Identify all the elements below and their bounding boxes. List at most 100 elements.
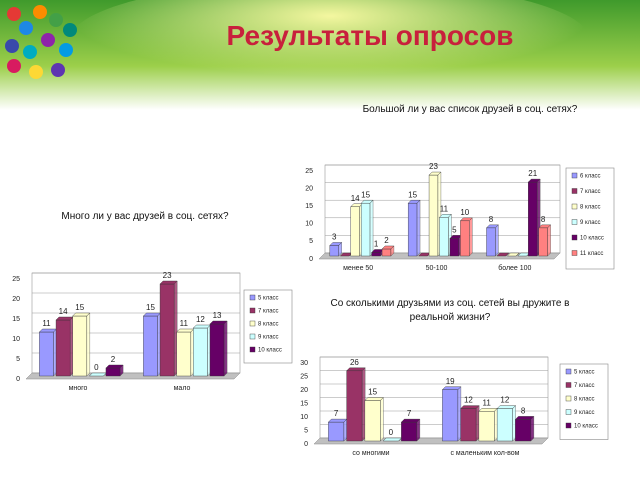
value-label: 15 bbox=[146, 303, 155, 312]
y-tick-label: 30 bbox=[300, 360, 308, 367]
bar-side bbox=[416, 199, 421, 257]
bar bbox=[329, 245, 339, 257]
bar bbox=[159, 283, 175, 377]
legend-label: 8 класс bbox=[580, 205, 601, 211]
value-label: 7 bbox=[407, 409, 412, 418]
x-tick-label: с маленьким кол-вом bbox=[450, 450, 519, 457]
value-label: 0 bbox=[94, 363, 99, 372]
bar bbox=[496, 408, 513, 442]
value-label: 13 bbox=[213, 311, 222, 320]
y-tick-label: 5 bbox=[309, 238, 313, 245]
bar bbox=[515, 419, 532, 442]
bar-side bbox=[469, 217, 473, 257]
legend-swatch bbox=[249, 320, 256, 327]
bar bbox=[193, 327, 208, 377]
bar bbox=[428, 174, 439, 257]
bar-side bbox=[119, 364, 124, 377]
value-label: 0 bbox=[389, 428, 394, 437]
value-label: 23 bbox=[163, 271, 172, 280]
value-label: 8 bbox=[521, 407, 526, 416]
legend-swatch bbox=[571, 203, 578, 210]
bar-side bbox=[338, 241, 342, 257]
legend-swatch bbox=[565, 395, 572, 402]
legend-label: 8 класс bbox=[258, 322, 279, 328]
value-label: 8 bbox=[489, 215, 494, 224]
value-label: 2 bbox=[384, 236, 389, 245]
bar bbox=[407, 202, 418, 257]
bar bbox=[105, 367, 121, 377]
legend-label: 9 класс bbox=[258, 335, 279, 341]
y-tick-label: 15 bbox=[305, 203, 313, 210]
bar bbox=[439, 217, 449, 257]
x-tick-label: со многими bbox=[352, 450, 389, 457]
bar bbox=[360, 202, 371, 257]
y-tick-label: 20 bbox=[305, 185, 313, 192]
bar bbox=[528, 181, 538, 257]
legend-label: 9 класс bbox=[580, 220, 601, 226]
value-label: 11 bbox=[180, 319, 189, 328]
bar bbox=[346, 370, 363, 442]
y-tick-label: 5 bbox=[16, 356, 20, 363]
bar bbox=[350, 206, 360, 257]
bar-side bbox=[516, 252, 520, 257]
value-label: 11 bbox=[42, 319, 51, 328]
value-label: 26 bbox=[350, 358, 359, 367]
value-label: 23 bbox=[429, 162, 438, 171]
value-label: 14 bbox=[59, 307, 68, 316]
bar bbox=[460, 220, 470, 257]
legend-swatch bbox=[249, 307, 256, 314]
x-tick-label: мало bbox=[174, 385, 191, 392]
y-tick-label: 0 bbox=[16, 376, 20, 383]
legend-label: 10 класс bbox=[574, 424, 598, 430]
value-label: 14 bbox=[351, 194, 360, 203]
legend-swatch bbox=[565, 382, 572, 388]
value-label: 12 bbox=[196, 315, 205, 324]
legend-label: 10 класс bbox=[258, 348, 282, 354]
legend-label: 7 класс bbox=[580, 189, 601, 195]
bar bbox=[381, 248, 392, 257]
value-label: 21 bbox=[528, 169, 537, 178]
legend-swatch bbox=[571, 172, 578, 179]
y-tick-label: 0 bbox=[304, 441, 308, 448]
bar bbox=[486, 227, 496, 257]
y-tick-label: 15 bbox=[12, 316, 20, 323]
legend-swatch bbox=[565, 422, 572, 429]
value-label: 15 bbox=[75, 303, 84, 312]
legend-label: 5 класс bbox=[574, 370, 595, 376]
y-tick-label: 20 bbox=[300, 387, 308, 394]
bar bbox=[72, 315, 88, 377]
value-label: 8 bbox=[541, 215, 546, 224]
header-glow bbox=[70, 0, 590, 100]
value-label: 11 bbox=[482, 398, 491, 407]
value-label: 11 bbox=[440, 204, 449, 213]
legend-label: 11 класс bbox=[580, 251, 603, 257]
value-label: 19 bbox=[446, 377, 455, 386]
bar bbox=[328, 421, 345, 442]
legend-label: 6 класс bbox=[580, 174, 601, 180]
x-tick-label: много bbox=[69, 385, 88, 392]
bar-side bbox=[369, 199, 374, 257]
value-label: 3 bbox=[332, 233, 337, 242]
legend-label: 7 класс bbox=[574, 383, 595, 389]
bar-side bbox=[547, 224, 551, 257]
legend-swatch bbox=[565, 368, 572, 375]
bar-side bbox=[223, 320, 228, 377]
bar bbox=[478, 411, 495, 442]
legend-swatch bbox=[571, 250, 578, 256]
value-label: 2 bbox=[111, 355, 116, 364]
value-label: 10 bbox=[460, 208, 469, 217]
value-label: 15 bbox=[361, 190, 370, 199]
bar-side bbox=[380, 397, 384, 442]
bar-side bbox=[390, 245, 395, 257]
bar bbox=[364, 400, 381, 442]
legend-label: 5 класс bbox=[258, 296, 279, 302]
value-label: 5 bbox=[452, 226, 457, 235]
legend-label: 9 класс bbox=[574, 410, 595, 416]
y-tick-label: 20 bbox=[12, 296, 20, 303]
y-tick-label: 10 bbox=[12, 336, 20, 343]
value-label: 12 bbox=[500, 396, 509, 405]
y-tick-label: 10 bbox=[300, 414, 308, 421]
x-tick-label: 50-100 bbox=[426, 265, 448, 272]
legend-swatch bbox=[571, 234, 578, 241]
legend-swatch bbox=[249, 333, 256, 340]
